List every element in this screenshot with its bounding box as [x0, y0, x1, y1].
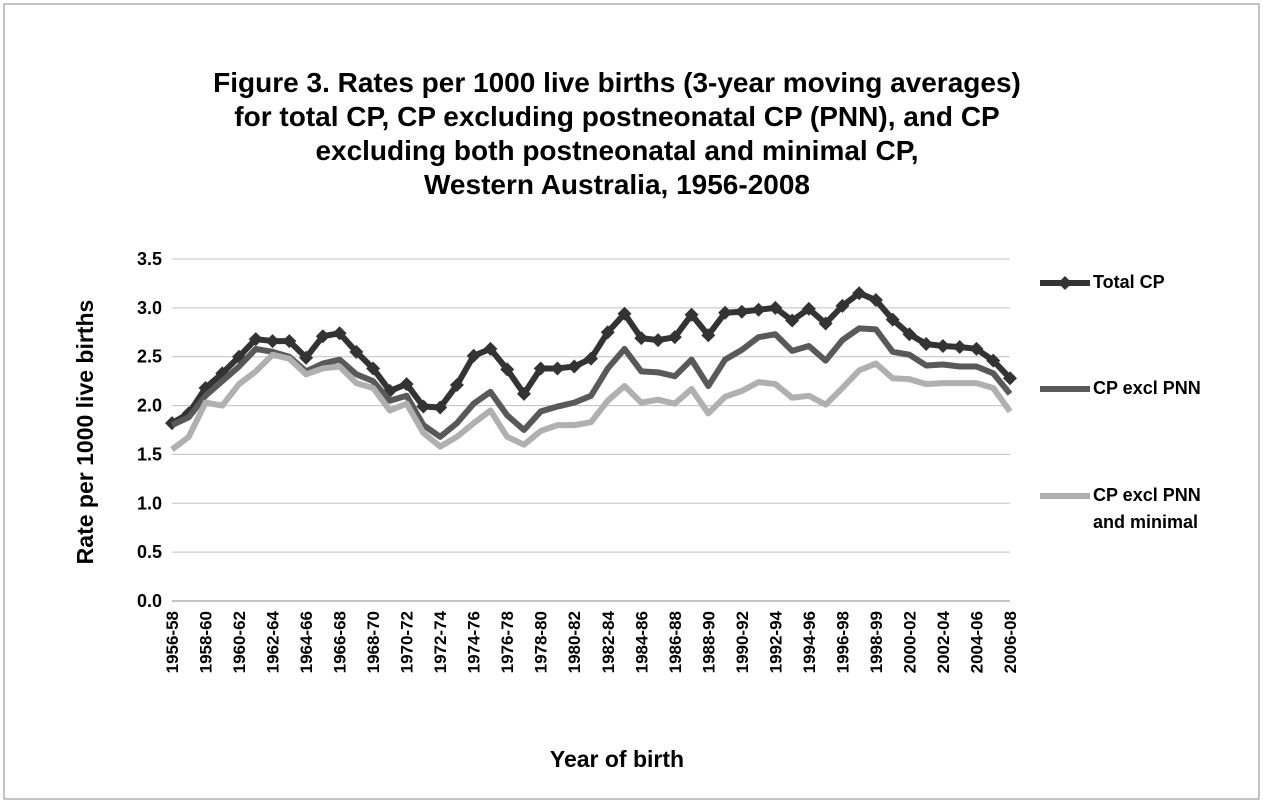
x-tick-label: 1982-84 — [599, 610, 618, 673]
marker — [332, 326, 347, 341]
marker — [366, 361, 381, 376]
y-tick-label: 2.5 — [137, 347, 162, 367]
marker — [483, 341, 498, 356]
marker — [986, 353, 1001, 368]
legend-label: CP excl PNN and minimal — [1093, 485, 1201, 532]
x-tick-label: 2000-02 — [900, 611, 919, 673]
marker — [885, 312, 900, 327]
y-tick-label: 3.5 — [137, 249, 162, 269]
x-tick-label: 2002-04 — [934, 610, 953, 673]
x-tick-label: 1966-68 — [331, 611, 350, 673]
x-tick-label: 1968-70 — [364, 611, 383, 673]
y-axis-label: Rate per 1000 live births — [72, 300, 98, 565]
x-tick-label: 1978-80 — [532, 611, 551, 673]
x-tick-label: 1990-92 — [733, 611, 752, 673]
y-tick-label: 0.0 — [137, 591, 162, 611]
x-tick-label: 1996-98 — [833, 611, 852, 673]
x-tick-label: 1986-88 — [666, 611, 685, 673]
marker — [684, 307, 699, 322]
y-tick-label: 1.0 — [137, 493, 162, 513]
x-tick-label: 1984-86 — [632, 611, 651, 673]
chart-title: Figure 3. Rates per 1000 live births (3-… — [213, 67, 1021, 98]
marker — [299, 350, 314, 365]
x-axis-label: Year of birth — [550, 746, 684, 772]
marker — [902, 327, 917, 342]
marker — [248, 332, 263, 347]
marker — [919, 337, 934, 352]
y-tick-label: 3.0 — [137, 298, 162, 318]
legend-label: CP excl PNN — [1093, 378, 1201, 398]
marker — [818, 316, 833, 331]
x-tick-label: 1964-66 — [297, 611, 316, 673]
marker — [600, 325, 615, 340]
chart-title: for total CP, CP excluding postneonatal … — [234, 101, 999, 132]
marker — [550, 361, 565, 376]
marker — [634, 331, 649, 346]
x-tick-label: 1998-99 — [867, 611, 886, 673]
marker — [533, 361, 548, 376]
marker — [718, 305, 733, 320]
marker — [969, 341, 984, 356]
marker — [500, 362, 515, 377]
marker — [667, 330, 682, 345]
marker — [399, 377, 414, 392]
marker — [449, 378, 464, 393]
y-tick-label: 1.5 — [137, 444, 162, 464]
marker — [617, 306, 632, 321]
marker — [835, 298, 850, 313]
x-tick-label: 1992-94 — [766, 610, 785, 673]
marker — [282, 334, 297, 349]
x-tick-label: 1956-58 — [163, 611, 182, 673]
marker — [516, 386, 531, 401]
legend-label: Total CP — [1093, 272, 1165, 292]
x-tick-label: 1970-72 — [398, 611, 417, 673]
marker — [868, 293, 883, 308]
marker — [751, 302, 766, 317]
x-tick-label: 1974-76 — [465, 611, 484, 673]
marker — [734, 304, 749, 319]
marker — [584, 351, 598, 366]
marker — [265, 334, 280, 349]
marker — [466, 348, 481, 363]
marker — [785, 313, 800, 328]
marker — [852, 286, 867, 301]
series-line — [170, 325, 1013, 440]
x-tick-label: 2006-08 — [1001, 611, 1020, 673]
x-tick-label: 1960-62 — [230, 611, 249, 673]
marker — [952, 339, 967, 354]
x-tick-label: 1994-96 — [800, 611, 819, 673]
marker — [701, 328, 716, 343]
x-tick-label: 1976-78 — [498, 611, 517, 673]
marker — [416, 399, 431, 414]
x-tick-label: 1980-82 — [565, 611, 584, 673]
marker — [315, 329, 330, 344]
marker — [935, 338, 950, 353]
marker — [651, 333, 666, 348]
x-tick-label: 1958-60 — [197, 611, 216, 673]
marker — [349, 344, 364, 359]
marker — [567, 359, 582, 374]
chart-title: excluding both postneonatal and minimal … — [315, 135, 918, 166]
x-tick-label: 1962-64 — [264, 610, 283, 673]
series-line — [170, 351, 1013, 452]
legend-marker — [1058, 276, 1072, 290]
marker — [433, 400, 448, 415]
marker — [1003, 371, 1017, 386]
y-tick-label: 0.5 — [137, 542, 162, 562]
marker — [768, 300, 783, 315]
x-tick-label: 2004-06 — [967, 611, 986, 673]
chart-title: Western Australia, 1956-2008 — [424, 169, 810, 200]
x-tick-label: 1988-90 — [699, 611, 718, 673]
x-tick-label: 1972-74 — [431, 610, 450, 673]
marker — [801, 301, 816, 316]
y-tick-label: 2.0 — [137, 396, 162, 416]
